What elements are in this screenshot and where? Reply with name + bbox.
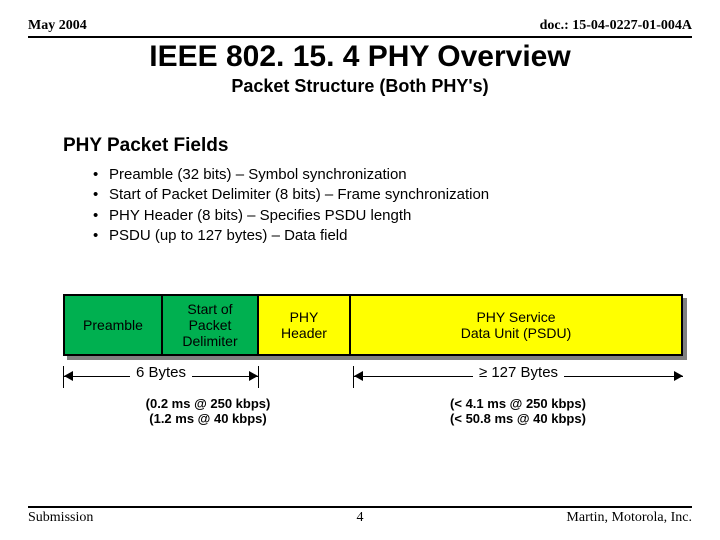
packet-segment: PHY Service Data Unit (PSDU) <box>351 296 681 354</box>
packet-segment: PHY Header <box>259 296 351 354</box>
packet-diagram: PreambleStart of Packet DelimiterPHY Hea… <box>63 294 683 426</box>
page-title: IEEE 802. 15. 4 PHY Overview <box>28 40 692 74</box>
bullet-item: •PSDU (up to 127 bytes) – Data field <box>93 226 692 246</box>
timing-note: (< 4.1 ms @ 250 kbps)(< 50.8 ms @ 40 kbp… <box>353 396 683 426</box>
packet-segment: Preamble <box>65 296 163 354</box>
timing-note: (0.2 ms @ 250 kbps)(1.2 ms @ 40 kbps) <box>63 396 353 426</box>
header-date: May 2004 <box>28 18 87 34</box>
footer: Submission 4 Martin, Motorola, Inc. <box>28 506 692 526</box>
footer-page: 4 <box>28 510 692 526</box>
bullet-item: •Start of Packet Delimiter (8 bits) – Fr… <box>93 185 692 205</box>
measure-bracket: ≥ 127 Bytes <box>353 366 683 388</box>
bullet-list: •Preamble (32 bits) – Symbol synchroniza… <box>93 165 692 246</box>
bullet-item: •Preamble (32 bits) – Symbol synchroniza… <box>93 165 692 185</box>
packet-segment: Start of Packet Delimiter <box>163 296 259 354</box>
header-doc: doc.: 15-04-0227-01-004A <box>540 18 692 34</box>
measure-bracket: 6 Bytes <box>63 366 259 388</box>
section-header: PHY Packet Fields <box>63 135 692 157</box>
header-bar: May 2004 doc.: 15-04-0227-01-004A <box>28 18 692 38</box>
bullet-item: •PHY Header (8 bits) – Specifies PSDU le… <box>93 206 692 226</box>
page-subtitle: Packet Structure (Both PHY's) <box>28 76 692 97</box>
